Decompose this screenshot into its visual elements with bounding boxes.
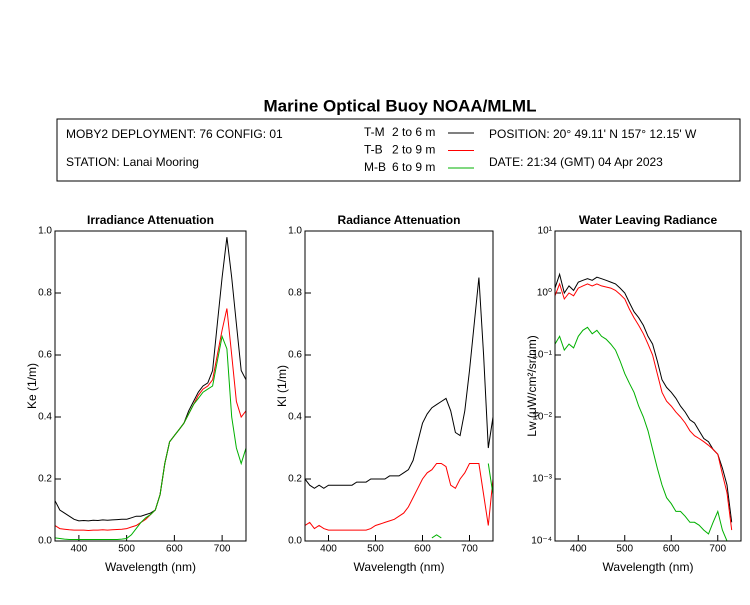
y-tick-label: 0.4 (288, 412, 302, 423)
chart-title: Irradiance Attenuation (87, 213, 214, 227)
legend-range: 2 to 6 m (392, 125, 435, 139)
deployment: MOBY2 DEPLOYMENT: 76 CONFIG: 01 (66, 127, 283, 141)
y-tick-label: 0.2 (288, 474, 302, 485)
plot-lines (55, 237, 246, 540)
plot-lines (555, 272, 733, 541)
y-tick-label: 0.8 (288, 288, 302, 299)
y-tick-label: 0.2 (38, 474, 52, 485)
y-tick-label: 0.4 (38, 412, 52, 423)
y-tick-label: 0.6 (288, 350, 302, 361)
legend-name: M-B (364, 160, 386, 174)
x-tick-label: 500 (118, 544, 135, 555)
legend-name: T-B (364, 143, 383, 157)
y-axis-label: Ke (1/m) (25, 363, 39, 409)
x-tick-label: 400 (320, 544, 337, 555)
y-tick-label: 10⁻⁴ (531, 536, 552, 547)
legend-range: 6 to 9 m (392, 160, 435, 174)
chart-title: Radiance Attenuation (338, 213, 461, 227)
plot-frame (554, 230, 742, 542)
series-line (555, 326, 728, 541)
y-tick-label: 0.0 (38, 536, 52, 547)
x-tick-label: 600 (663, 544, 680, 555)
series-line (555, 282, 733, 531)
plot-lines (305, 277, 493, 539)
x-tick-label: 400 (71, 544, 88, 555)
x-tick-label: 600 (166, 544, 183, 555)
x-axis-label: Wavelength (nm) (603, 560, 694, 574)
series-line (555, 272, 733, 523)
chart-title: Water Leaving Radiance (579, 213, 718, 227)
series-line (431, 463, 493, 539)
y-tick-label: 0.8 (38, 288, 52, 299)
y-axis-label: Lw (μW/cm²/sr/nm) (525, 335, 539, 437)
date: DATE: 21:34 (GMT) 04 Apr 2023 (489, 155, 663, 169)
x-axis-label: Wavelength (nm) (354, 560, 445, 574)
y-axis-label: Kl (1/m) (275, 365, 289, 407)
series-line (305, 277, 493, 489)
y-tick-label: 1.0 (38, 226, 52, 237)
y-tick-label: 0.0 (288, 536, 302, 547)
x-axis-label: Wavelength (nm) (105, 560, 196, 574)
y-tick-label: 0.6 (38, 350, 52, 361)
x-tick-label: 700 (709, 544, 726, 555)
x-tick-label: 600 (414, 544, 431, 555)
station: STATION: Lanai Mooring (66, 155, 199, 169)
x-tick-label: 700 (214, 544, 231, 555)
y-tick-label: 1.0 (288, 226, 302, 237)
series-line (55, 237, 246, 522)
legend-range: 2 to 9 m (392, 143, 435, 157)
y-tick-label: 10¹ (538, 226, 553, 237)
legend-name: T-M (364, 125, 385, 139)
y-tick-label: 10⁻³ (532, 474, 552, 485)
x-tick-label: 400 (570, 544, 587, 555)
series-line (55, 334, 246, 540)
page-title: Marine Optical Buoy NOAA/MLML (264, 96, 537, 115)
x-tick-label: 500 (616, 544, 633, 555)
position: POSITION: 20° 49.11' N 157° 12.15' W (489, 127, 697, 141)
plot-frame (304, 230, 494, 542)
y-tick-label: 10⁰ (537, 288, 552, 299)
series-line (55, 308, 246, 532)
y-tick-label: 10⁻¹ (532, 350, 552, 361)
x-tick-label: 700 (461, 544, 478, 555)
info-box (56, 118, 741, 182)
y-tick-label: 10⁻² (532, 412, 552, 423)
plot-frame (54, 230, 247, 542)
x-tick-label: 500 (367, 544, 384, 555)
series-line (305, 463, 493, 531)
